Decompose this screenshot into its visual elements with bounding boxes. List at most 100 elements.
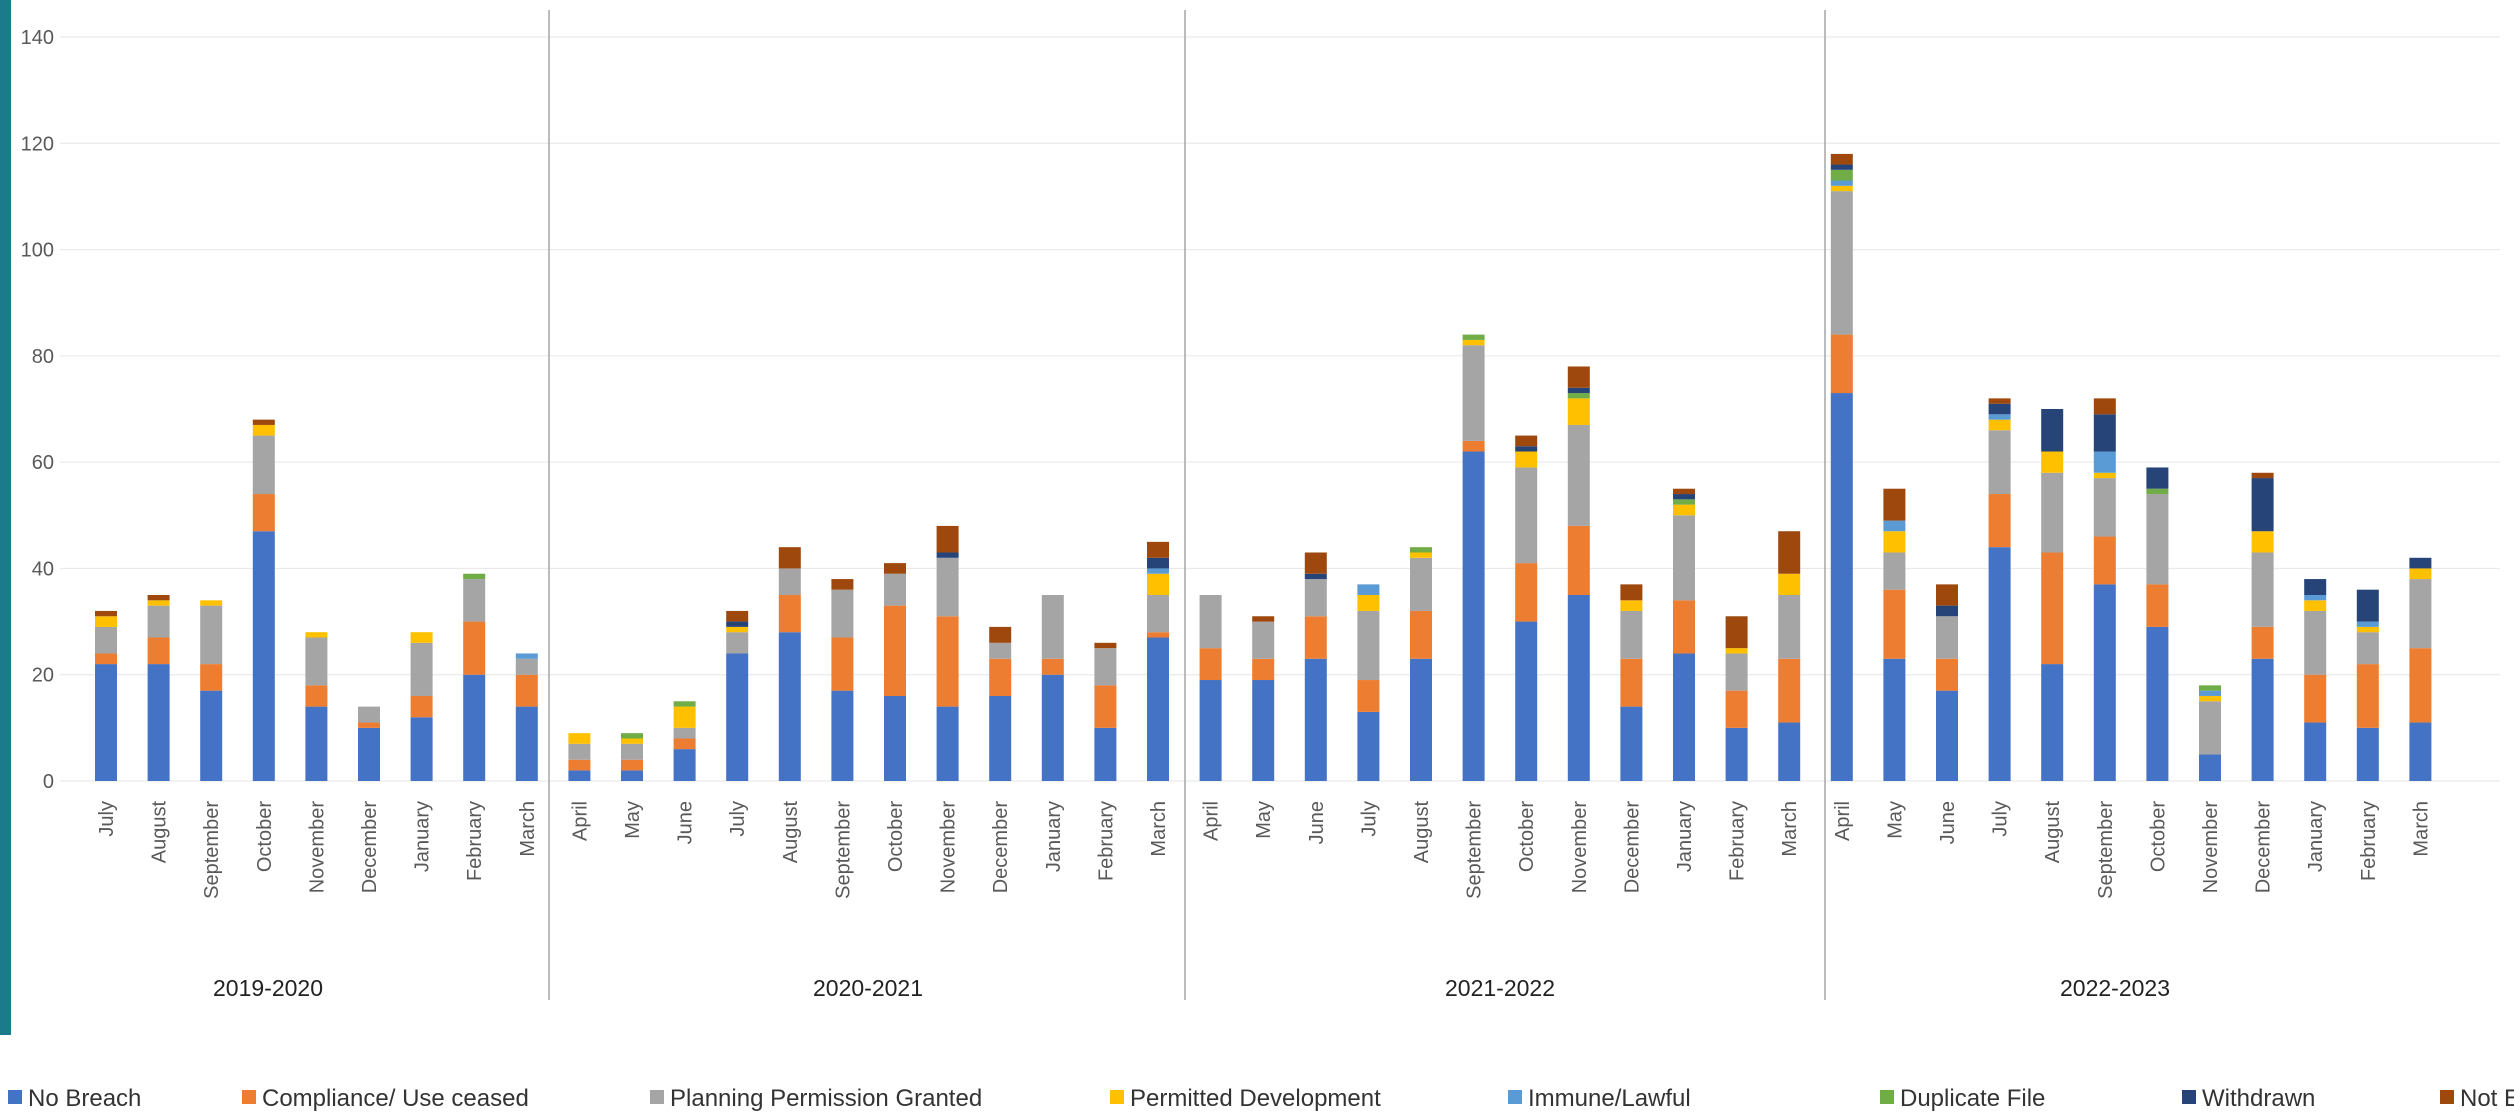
bar-segment	[1936, 584, 1958, 606]
gridlines	[60, 36, 2500, 782]
x-tick-label: August	[1411, 801, 1433, 864]
legend-swatch	[242, 1090, 256, 1104]
y-tick-label: 100	[21, 240, 54, 262]
legend-label: Compliance/ Use ceased	[262, 1085, 529, 1112]
bar-segment	[2199, 701, 2221, 755]
bar-segment	[2146, 626, 2169, 781]
legend: No Breach Compliance/ Use ceased Planning …	[8, 1085, 2514, 1112]
bar-segment	[1410, 658, 1432, 781]
bar-segment	[936, 552, 959, 558]
x-tick-label: November	[2200, 801, 2222, 894]
x-tick-label: February	[1095, 801, 1117, 881]
bar-segment	[1094, 642, 1117, 649]
legend-swatch	[1110, 1090, 1124, 1104]
bar-segment	[778, 632, 801, 781]
bar-segment	[305, 685, 328, 707]
y-tick-label: 120	[21, 133, 54, 155]
bar-segment	[1462, 345, 1485, 441]
bar-segment	[1041, 595, 1064, 659]
bar-segment	[673, 701, 696, 707]
bar-segment	[2251, 531, 2274, 553]
bar-segment	[515, 706, 538, 781]
bar-segment	[2356, 632, 2379, 665]
bar-segment	[1673, 488, 1695, 495]
bar-segment	[2199, 690, 2221, 696]
bar-segment	[1462, 339, 1485, 346]
bar-segment	[147, 595, 170, 601]
bar-segment	[1304, 573, 1327, 580]
bar-segment	[1883, 589, 1906, 659]
x-tick-label: July	[1358, 801, 1380, 837]
bar-segment	[1936, 690, 1958, 781]
y-tick-label: 80	[32, 346, 54, 368]
bar-segment	[884, 695, 906, 781]
year-group-label: 2020-2021	[813, 975, 923, 1001]
bar-segment	[1830, 169, 1853, 181]
x-tick-label: July	[727, 801, 749, 837]
bar-segment	[2409, 568, 2432, 580]
bar-segment	[200, 690, 223, 781]
bar-segment	[1515, 446, 1538, 452]
x-tick-label: June	[1306, 801, 1328, 844]
x-tick-label: April	[1201, 801, 1223, 841]
legend-label: Permitted Development	[1130, 1085, 1381, 1112]
x-tick-label: May	[1884, 801, 1906, 839]
bar-segment	[2199, 685, 2221, 691]
bar-segment	[1357, 711, 1380, 781]
x-tick-label: August	[780, 801, 802, 864]
bar-segment	[726, 653, 749, 781]
bar-segment	[1620, 706, 1643, 781]
bar-segment	[1147, 568, 1169, 574]
bar-segment	[2093, 451, 2116, 473]
bar-segment	[147, 605, 170, 638]
bar-segment	[95, 610, 117, 617]
bar-segment	[1778, 658, 1801, 723]
bar-segment	[1410, 552, 1432, 558]
bar-segment	[463, 573, 486, 580]
bar-segment	[989, 642, 1012, 659]
bar-segment	[2304, 674, 2327, 723]
bar-segment	[95, 626, 117, 654]
bar-segment	[410, 717, 433, 781]
x-tick-label: September	[201, 801, 223, 899]
bar-segment	[1830, 185, 1853, 192]
bar-segment	[358, 706, 380, 723]
x-tick-label: July	[1990, 801, 2012, 837]
bar-segment	[358, 727, 380, 781]
bar-segment	[1304, 579, 1327, 617]
bar-segment	[1830, 393, 1853, 781]
bar-segment	[2304, 595, 2327, 601]
bar-segment	[1357, 680, 1380, 712]
bar-segment	[1567, 398, 1590, 425]
y-tick-label: 60	[32, 452, 54, 474]
legend-label: Not Expedient	[2460, 1085, 2514, 1112]
bar-segment	[1094, 685, 1117, 728]
x-tick-label: May	[1253, 801, 1275, 839]
bar-segment	[1936, 605, 1958, 617]
bar-segment	[1778, 573, 1801, 595]
x-tick-label: May	[622, 801, 644, 839]
x-tick-label: January	[412, 801, 434, 872]
bar-segment	[1304, 552, 1327, 574]
bar-segment	[1147, 557, 1169, 569]
bar-segment	[1778, 531, 1801, 574]
x-tick-label: October	[1516, 801, 1538, 872]
bar-segment	[831, 637, 854, 691]
bar-segment	[1620, 610, 1643, 659]
bar-segment	[1357, 610, 1380, 681]
bar-segment	[1147, 541, 1169, 558]
bar-segment	[1515, 563, 1538, 622]
bar-segment	[1147, 637, 1169, 781]
bar-segment	[410, 695, 433, 718]
x-tick-label: April	[1832, 801, 1854, 841]
bar-segment	[1830, 334, 1853, 394]
bar-segment	[1830, 164, 1853, 170]
bar-segment	[1252, 616, 1275, 622]
bar-segment	[1673, 515, 1695, 601]
bar-segment	[1094, 648, 1117, 686]
bar-segment	[1410, 610, 1432, 659]
x-tick-label: February	[2358, 801, 2380, 881]
bar-segment	[1673, 494, 1695, 500]
bar-segment	[621, 733, 643, 739]
